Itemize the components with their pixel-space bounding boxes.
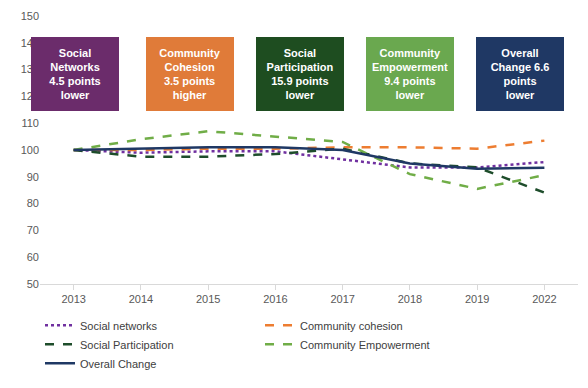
svg-text:CommunityCohesion3.5 pointshig: CommunityCohesion3.5 pointshigher (159, 47, 220, 102)
svg-text:CommunityEmpowerment9.4 points: CommunityEmpowerment9.4 pointslower (372, 47, 448, 102)
svg-text:Community Empowerment: Community Empowerment (300, 339, 430, 351)
svg-text:Overall Change: Overall Change (80, 358, 156, 370)
svg-text:2014: 2014 (129, 293, 153, 305)
svg-text:100: 100 (21, 144, 39, 156)
svg-text:70: 70 (27, 224, 39, 236)
svg-text:Community cohesion: Community cohesion (300, 320, 403, 332)
svg-text:SocialNetworks4.5 pointslower: SocialNetworks4.5 pointslower (49, 47, 100, 102)
svg-text:2015: 2015 (196, 293, 220, 305)
svg-text:Social networks: Social networks (80, 320, 158, 332)
svg-text:Social Participation: Social Participation (80, 339, 174, 351)
svg-text:150: 150 (21, 10, 39, 22)
svg-text:2016: 2016 (263, 293, 287, 305)
svg-text:2017: 2017 (330, 293, 354, 305)
svg-text:2018: 2018 (398, 293, 422, 305)
svg-text:OverallChange 6.6pointslower: OverallChange 6.6pointslower (491, 47, 550, 102)
svg-text:SocialParticipation15.9 points: SocialParticipation15.9 pointslower (267, 47, 334, 102)
svg-text:2022: 2022 (532, 293, 556, 305)
svg-text:140: 140 (21, 37, 39, 49)
svg-text:60: 60 (27, 251, 39, 263)
svg-text:50: 50 (27, 278, 39, 290)
svg-text:2013: 2013 (61, 293, 85, 305)
svg-text:80: 80 (27, 197, 39, 209)
svg-text:2019: 2019 (465, 293, 489, 305)
svg-text:90: 90 (27, 171, 39, 183)
svg-text:120: 120 (21, 90, 39, 102)
svg-text:110: 110 (21, 117, 39, 129)
svg-text:130: 130 (21, 63, 39, 75)
